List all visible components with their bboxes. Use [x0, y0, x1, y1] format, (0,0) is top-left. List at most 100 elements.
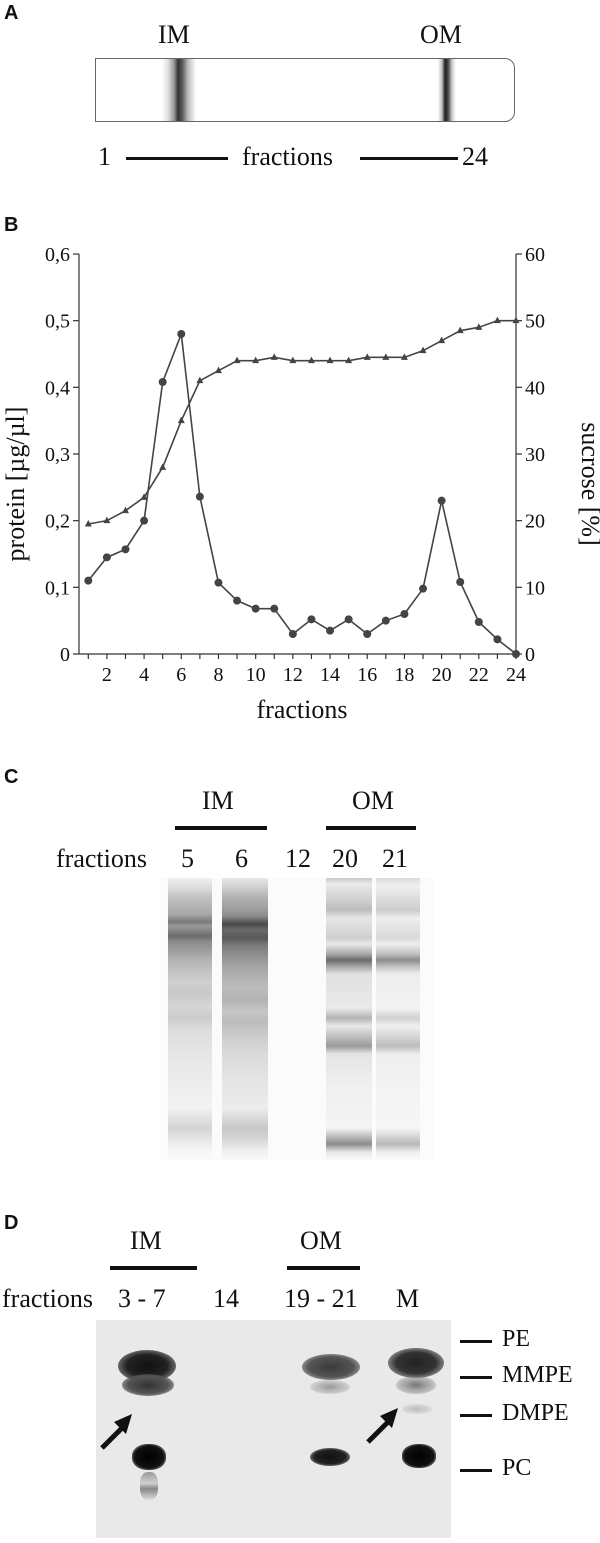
axis-line-left — [126, 157, 228, 160]
tlc-row-label: fractions — [2, 1284, 93, 1313]
dmpe-tick — [460, 1414, 492, 1417]
sucrose-point — [270, 353, 278, 360]
sucrose-point — [345, 356, 353, 364]
y-right-tick-label: 0 — [525, 644, 535, 666]
y-axis-right-label: sucrose [%] — [576, 422, 600, 545]
protein-point — [195, 492, 204, 501]
protein-point — [121, 545, 130, 554]
gel-c-lane-21: 21 — [382, 844, 408, 873]
tlc-mmpe-spot-2 — [310, 1380, 350, 1394]
tlc-mmpe-spot-1 — [122, 1374, 174, 1396]
pc-tick — [460, 1469, 492, 1472]
panel-c-letter: C — [4, 766, 19, 788]
gel-c-row-label: fractions — [56, 844, 147, 873]
y-left-tick-label: 0,6 — [45, 244, 70, 266]
y-left-tick-label: 0,5 — [45, 311, 70, 333]
sucrose-point — [512, 316, 520, 324]
y-left-tick-label: 0,1 — [45, 577, 70, 599]
tlc-pc-spot-m — [402, 1444, 436, 1468]
y-axis-left-label: protein [µg/µl] — [1, 407, 30, 562]
panel-b-letter: B — [4, 214, 19, 236]
sucrose-point — [438, 336, 446, 344]
axis-line-right — [360, 157, 458, 160]
x-tick-label: 18 — [394, 664, 414, 686]
protein-point — [474, 618, 483, 626]
x-tick-label: 6 — [176, 664, 186, 686]
sucrose-point — [252, 356, 260, 364]
x-tick-label: 10 — [246, 664, 266, 686]
y-left-tick-label: 0 — [60, 644, 70, 666]
sucrose-point — [214, 366, 222, 374]
protein-point — [363, 630, 372, 638]
sucrose-point — [326, 356, 334, 364]
dmpe-arrow-icon-1 — [100, 1414, 132, 1450]
x-tick-label: 2 — [102, 664, 112, 686]
axis-word: fractions — [242, 142, 333, 171]
protein-gel-image — [160, 878, 435, 1160]
x-tick-label: 4 — [139, 664, 149, 686]
mmpe-tick — [460, 1376, 492, 1379]
protein-point — [84, 576, 93, 585]
x-tick-label: 24 — [506, 664, 526, 686]
sucrose-point — [103, 516, 111, 524]
gel-c-om-label: OM — [352, 786, 394, 815]
x-tick-label: 16 — [357, 664, 377, 686]
tlc-im-bracket — [110, 1266, 197, 1270]
gel-c-lane-20-bands — [326, 878, 372, 1160]
x-tick-label: 8 — [213, 664, 223, 686]
y-left-tick-label: 0,2 — [45, 511, 70, 533]
sucrose-point — [400, 353, 408, 360]
y-right-tick-label: 20 — [525, 511, 545, 533]
sucrose-point — [363, 353, 371, 360]
sucrose-point — [475, 323, 483, 330]
protein-point — [140, 516, 149, 525]
tlc-trail-1 — [140, 1472, 158, 1500]
protein-point — [251, 604, 260, 613]
sucrose-point — [419, 346, 427, 354]
y-right-tick-label: 60 — [525, 244, 545, 266]
tlc-lane-14: 14 — [213, 1284, 239, 1313]
centrifuge-tube — [95, 58, 515, 122]
sucrose-point — [382, 353, 390, 360]
y-left-tick-label: 0,3 — [45, 444, 70, 466]
tlc-pe-spot-m — [388, 1348, 444, 1378]
tlc-mmpe-spot-m — [396, 1376, 436, 1394]
panel-d-letter: D — [4, 1212, 19, 1234]
protein-point — [102, 553, 111, 562]
protein-point — [233, 596, 242, 605]
y-right-tick-label: 40 — [525, 377, 545, 399]
protein-point — [400, 610, 409, 618]
sucrose-point — [493, 316, 501, 324]
series-line-triangle — [88, 319, 516, 525]
tlc-om-bracket — [287, 1266, 360, 1270]
tlc-lane-m: M — [396, 1284, 420, 1313]
gel-c-lane-6-bands — [222, 878, 268, 1160]
protein-point — [177, 330, 186, 338]
dmpe-label: DMPE — [502, 1400, 569, 1426]
om-band-label: OM — [420, 20, 462, 49]
protein-point — [437, 496, 446, 505]
protein-point — [326, 626, 335, 635]
tlc-lane-3-7: 3 - 7 — [118, 1284, 166, 1313]
sucrose-point — [456, 326, 464, 334]
protein-point — [381, 616, 390, 625]
x-tick-label: 20 — [432, 664, 452, 686]
sucrose-point — [121, 506, 129, 514]
protein-point — [456, 578, 465, 586]
sucrose-point — [84, 520, 92, 527]
gel-c-om-bracket — [326, 826, 416, 830]
x-axis-label: fractions — [257, 695, 348, 724]
x-tick-label: 22 — [469, 664, 489, 686]
series-line-circle — [87, 333, 517, 655]
gel-c-im-label: IM — [202, 786, 234, 815]
protein-point — [270, 604, 279, 613]
sucrose-point — [140, 493, 148, 500]
sucrose-point — [196, 376, 204, 384]
tlc-lane-19-21: 19 - 21 — [284, 1284, 358, 1313]
axis-start: 1 — [98, 142, 111, 171]
y-right-tick-label: 50 — [525, 311, 545, 333]
sucrose-point — [289, 356, 297, 364]
sucrose-point — [177, 416, 185, 424]
sucrose-point — [307, 356, 315, 364]
